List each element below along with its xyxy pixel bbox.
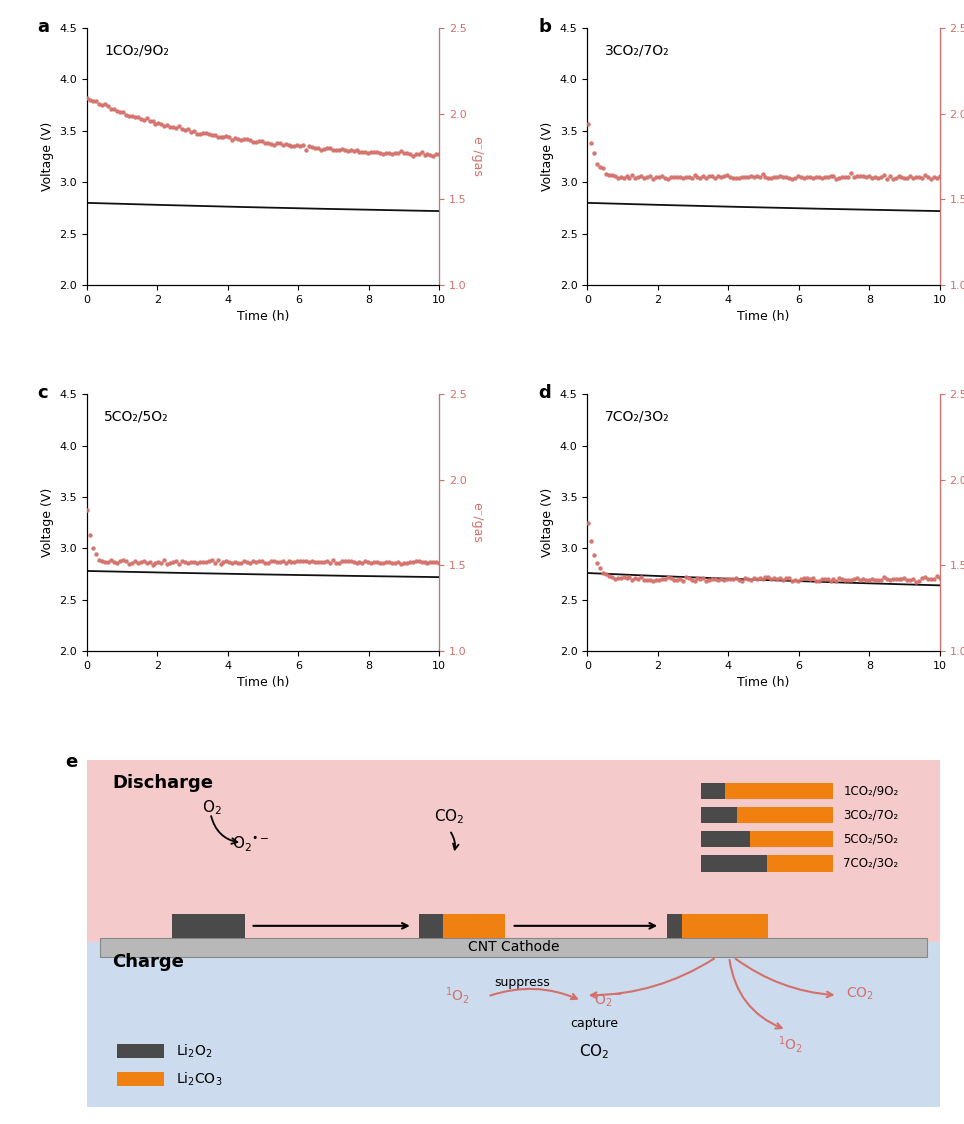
- Bar: [701, 782, 725, 799]
- Y-axis label: Voltage (V): Voltage (V): [542, 488, 554, 558]
- Text: 5CO₂/5O₂: 5CO₂/5O₂: [844, 833, 898, 845]
- Y-axis label: Voltage (V): Voltage (V): [542, 123, 554, 191]
- Y-axis label: Voltage (V): Voltage (V): [40, 123, 54, 191]
- Y-axis label: e⁻/gas: e⁻/gas: [470, 136, 483, 178]
- Bar: [750, 831, 833, 847]
- Bar: [725, 782, 833, 799]
- Bar: [117, 1072, 164, 1086]
- Text: 3CO₂/7O₂: 3CO₂/7O₂: [844, 808, 898, 822]
- Text: $^1$O$_2$: $^1$O$_2$: [445, 985, 470, 1006]
- Text: CO$_2$: CO$_2$: [434, 807, 465, 825]
- Text: 7CO₂/3O₂: 7CO₂/3O₂: [605, 409, 670, 424]
- Text: a: a: [38, 18, 49, 36]
- Text: capture: capture: [571, 1017, 618, 1030]
- Bar: [173, 914, 245, 937]
- Text: e: e: [66, 753, 78, 771]
- Text: suppress: suppress: [494, 977, 549, 989]
- Text: CO$_2$: CO$_2$: [579, 1042, 609, 1061]
- Text: CO$_2$: CO$_2$: [846, 986, 874, 1003]
- Text: 3CO₂/7O₂: 3CO₂/7O₂: [605, 44, 670, 57]
- Bar: [767, 854, 833, 871]
- X-axis label: Time (h): Time (h): [737, 677, 790, 689]
- Text: O$_2$: O$_2$: [201, 798, 222, 817]
- Bar: [736, 807, 833, 824]
- Bar: [87, 760, 940, 942]
- Text: 5CO₂/5O₂: 5CO₂/5O₂: [104, 409, 169, 424]
- X-axis label: Time (h): Time (h): [237, 310, 289, 324]
- Text: 1CO₂/9O₂: 1CO₂/9O₂: [104, 44, 170, 57]
- FancyBboxPatch shape: [99, 937, 927, 958]
- Text: O$_2$$^{•-}$: O$_2$$^{•-}$: [231, 834, 270, 854]
- Bar: [701, 831, 750, 847]
- Text: Li$_2$O$_2$: Li$_2$O$_2$: [176, 1042, 213, 1060]
- Bar: [701, 807, 736, 824]
- Bar: [667, 914, 683, 937]
- Text: Li$_2$CO$_3$: Li$_2$CO$_3$: [176, 1070, 223, 1088]
- Bar: [419, 914, 443, 937]
- Text: Charge: Charge: [113, 953, 184, 971]
- Bar: [701, 854, 767, 871]
- Bar: [117, 1044, 164, 1058]
- Text: O$_2$$^-$: O$_2$$^-$: [595, 992, 623, 1009]
- Text: d: d: [538, 384, 550, 402]
- Y-axis label: e⁻/gas: e⁻/gas: [470, 502, 483, 543]
- Text: $^1$O$_2$: $^1$O$_2$: [778, 1034, 803, 1055]
- Text: CNT Cathode: CNT Cathode: [468, 941, 559, 954]
- Text: Discharge: Discharge: [113, 774, 213, 792]
- Text: b: b: [538, 18, 550, 36]
- Bar: [443, 914, 505, 937]
- X-axis label: Time (h): Time (h): [237, 677, 289, 689]
- Bar: [683, 914, 767, 937]
- Text: 7CO₂/3O₂: 7CO₂/3O₂: [844, 856, 898, 870]
- Text: c: c: [38, 384, 48, 402]
- Text: 1CO₂/9O₂: 1CO₂/9O₂: [844, 785, 898, 797]
- Bar: [87, 942, 940, 1107]
- Y-axis label: Voltage (V): Voltage (V): [40, 488, 54, 558]
- X-axis label: Time (h): Time (h): [737, 310, 790, 324]
